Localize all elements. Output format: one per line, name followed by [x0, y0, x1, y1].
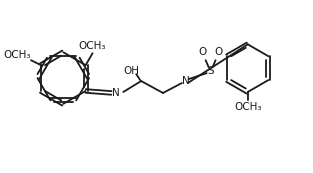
Text: O: O [198, 47, 207, 57]
Text: N: N [112, 88, 120, 98]
Text: S: S [207, 66, 214, 76]
Text: OCH₃: OCH₃ [3, 50, 31, 60]
Text: OCH₃: OCH₃ [79, 41, 106, 51]
Text: O: O [214, 47, 223, 57]
Text: OCH₃: OCH₃ [234, 102, 262, 112]
Text: N: N [182, 76, 190, 86]
Text: OH: OH [123, 66, 139, 76]
